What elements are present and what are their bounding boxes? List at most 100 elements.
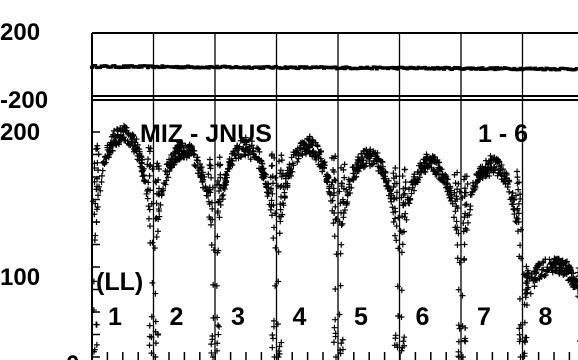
amplitude-point-7 [479, 175, 486, 182]
amplitude-point-7 [461, 193, 468, 200]
amplitude-point-6 [417, 160, 424, 167]
amplitude-point-5 [393, 173, 400, 180]
amplitude-point-5 [364, 153, 371, 160]
amplitude-point-1 [90, 278, 97, 285]
amplitude-point-7 [485, 167, 492, 174]
amplitude-point-2 [208, 174, 215, 181]
amplitude-point-1 [143, 190, 150, 197]
amplitude-point-5 [337, 250, 344, 257]
amplitude-point-4 [306, 144, 313, 151]
amplitude-point-1 [95, 151, 102, 158]
amplitude-point-8 [538, 271, 545, 278]
amplitude-point-6 [401, 166, 408, 173]
amplitude-point-5 [338, 180, 345, 187]
amplitude-point-5 [378, 169, 385, 176]
amplitude-point-6 [415, 169, 422, 176]
amplitude-point-5 [358, 150, 365, 157]
amplitude-point-6 [408, 190, 415, 197]
amplitude-point-3 [243, 141, 250, 148]
amplitude-point-8 [527, 290, 534, 297]
amplitude-point-2 [208, 199, 215, 206]
amplitude-point-8 [523, 334, 530, 341]
amplitude-point-4 [326, 185, 333, 192]
amplitude-point-5 [339, 220, 346, 227]
amplitude-point-1 [146, 163, 153, 170]
amplitude-point-1 [98, 178, 105, 185]
amplitude-point-4 [332, 286, 339, 293]
amplitude-point-3 [246, 143, 253, 150]
amplitude-point-3 [215, 247, 222, 254]
amplitude-point-3 [215, 331, 222, 338]
amplitude-point-3 [224, 168, 231, 175]
amplitude-point-4 [319, 168, 326, 175]
amplitude-point-2 [163, 171, 170, 178]
amplitude-point-1 [122, 137, 129, 144]
amplitude-point-3 [217, 201, 224, 208]
amplitude-point-3 [255, 146, 262, 153]
amplitude-point-2 [174, 145, 181, 152]
amplitude-point-2 [208, 349, 215, 356]
amplitude-point-7 [510, 206, 517, 213]
amplitude-point-3 [235, 145, 242, 152]
amplitude-point-6 [401, 334, 408, 341]
amplitude-point-1 [139, 173, 146, 180]
amplitude-point-6 [422, 169, 429, 176]
amplitude-point-5 [393, 237, 400, 244]
amplitude-point-7 [501, 169, 508, 176]
amplitude-point-6 [420, 156, 427, 163]
amplitude-point-3 [223, 179, 230, 186]
amplitude-point-1 [125, 130, 132, 137]
amplitude-point-7 [502, 175, 509, 182]
amplitude-point-5 [339, 196, 346, 203]
amplitude-point-6 [447, 187, 454, 194]
amplitude-point-6 [427, 158, 434, 165]
amplitude-point-5 [336, 188, 343, 195]
amplitude-point-5 [392, 215, 399, 222]
amplitude-point-2 [209, 184, 216, 191]
amplitude-point-7 [467, 203, 474, 210]
amplitude-point-7 [518, 255, 525, 262]
amplitude-point-3 [234, 142, 241, 149]
amplitude-point-5 [359, 162, 366, 169]
amplitude-point-8 [523, 263, 530, 270]
segment-label-3: 3 [231, 303, 245, 331]
amplitude-point-3 [214, 233, 221, 240]
amplitude-point-5 [344, 192, 351, 199]
amplitude-point-6 [401, 228, 407, 235]
amplitude-point-2 [172, 149, 179, 156]
amplitude-point-4 [314, 152, 321, 159]
amplitude-point-1 [146, 342, 153, 349]
amplitude-point-4 [289, 160, 296, 167]
amplitude-point-2 [155, 176, 162, 183]
amplitude-point-5 [393, 195, 400, 202]
amplitude-point-1 [149, 239, 156, 246]
amplitude-point-1 [133, 148, 140, 155]
amplitude-point-6 [445, 191, 452, 198]
amplitude-point-8 [547, 261, 554, 268]
amplitude-point-5 [346, 184, 353, 191]
amplitude-point-5 [355, 168, 362, 175]
amplitude-point-4 [294, 147, 301, 154]
amplitude-point-1 [93, 219, 100, 226]
amplitude-point-1 [98, 172, 105, 179]
amplitude-point-5 [370, 148, 377, 155]
amplitude-point-4 [332, 177, 339, 184]
amplitude-point-6 [398, 287, 405, 294]
amplitude-point-3 [258, 160, 265, 167]
amplitude-point-2 [206, 162, 213, 169]
amplitude-point-6 [454, 255, 461, 262]
amplitude-point-3 [250, 148, 257, 155]
amplitude-point-3 [238, 153, 245, 160]
amplitude-point-8 [521, 319, 528, 326]
amplitude-point-6 [455, 322, 462, 329]
amplitude-point-5 [391, 342, 398, 349]
amplitude-point-7 [477, 170, 484, 177]
amplitude-point-7 [515, 179, 522, 186]
amplitude-point-3 [214, 347, 220, 354]
amplitude-point-2 [207, 162, 214, 169]
amplitude-point-4 [312, 153, 319, 160]
amplitude-point-7 [492, 159, 499, 166]
amplitude-point-3 [270, 323, 277, 330]
amplitude-point-2 [156, 213, 163, 220]
